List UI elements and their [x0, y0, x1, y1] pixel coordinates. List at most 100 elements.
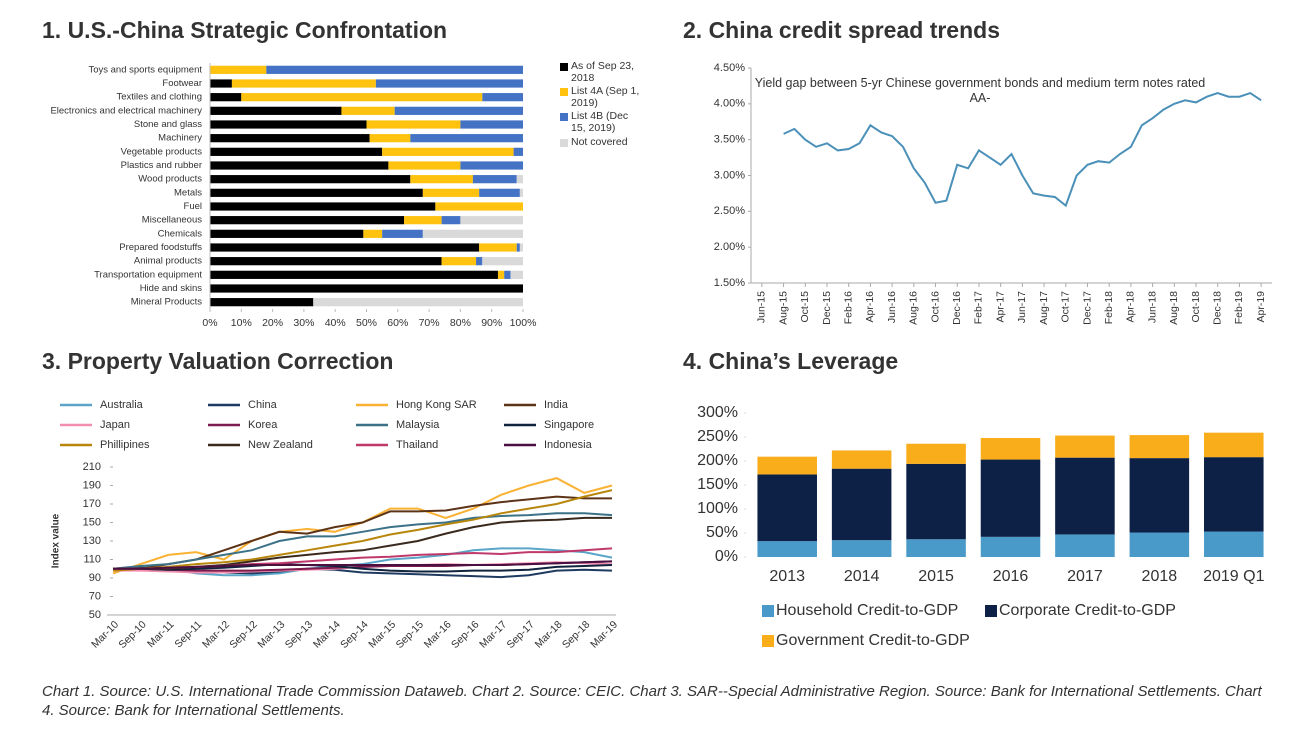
legend-label: Phillipines [100, 439, 150, 451]
y-tick-label: 130 [83, 535, 101, 547]
x-tick-label: Mar-12 [200, 618, 232, 650]
y-tick-label: 300% [697, 404, 738, 421]
bar-segment [210, 134, 370, 143]
bar-segment [210, 243, 480, 252]
annotation: Yield gap between 5-yr Chinese governmen… [754, 76, 1206, 105]
y-tick-label: 150 [83, 516, 101, 528]
bar-segment [906, 463, 966, 540]
legend-swatch [762, 635, 774, 647]
category-label: Textiles and clothing [116, 92, 202, 103]
bar-segment [410, 134, 523, 143]
legend-label: Japan [100, 419, 130, 431]
bar-segment [210, 270, 498, 279]
legend-label: Thailand [396, 439, 438, 451]
x-tick-label: 10% [231, 317, 252, 329]
x-tick-label: Dec-18 [1212, 291, 1224, 325]
y-tick-label: 50% [706, 524, 738, 541]
bar-segment [210, 284, 523, 293]
legend-swatch [560, 63, 568, 71]
bar-segment [210, 257, 442, 266]
bar-segment [366, 120, 461, 129]
caption: Chart 1. Source: U.S. International Trad… [42, 683, 1262, 719]
bar-segment [210, 65, 267, 74]
category-label: Vegetable products [121, 146, 203, 157]
bar-segment [210, 106, 342, 115]
x-tick-label: Apr-17 [994, 291, 1006, 323]
x-tick-label: Sep-12 [227, 618, 260, 651]
bar-segment [479, 243, 517, 252]
line [112, 489, 613, 572]
bar-segment [1204, 531, 1264, 557]
y-tick-label: 3.00% [714, 169, 745, 181]
x-tick-label: Dec-17 [1081, 291, 1093, 325]
x-tick-label: Sep-14 [338, 618, 371, 651]
bar-segment [504, 270, 511, 279]
x-tick-label: Mar-16 [422, 618, 454, 650]
y-tick-label: 4.00% [714, 98, 745, 110]
bar-segment [369, 134, 411, 143]
y-tick-label: 150% [697, 476, 738, 493]
x-tick-label: Oct-15 [799, 291, 811, 323]
bar-segment [394, 106, 523, 115]
x-tick-label: Mar-18 [533, 618, 565, 650]
line [112, 477, 613, 575]
bar-segment [210, 93, 242, 102]
bar-segment [831, 468, 892, 541]
x-tick-label: 2017 [1067, 568, 1103, 585]
bar-segment [382, 229, 423, 238]
legend-label: Household Credit-to-GDP [776, 602, 958, 619]
bar-segment [497, 270, 505, 279]
category-label: Toys and sports equipment [88, 64, 202, 75]
bar-segment [410, 175, 473, 184]
y-tick-label: 250% [697, 428, 738, 445]
bar-segment [980, 536, 1041, 557]
x-tick-label: Aug-18 [1168, 291, 1180, 325]
bar-segment [404, 216, 442, 225]
category-label: Mineral Products [131, 297, 203, 308]
legend-swatch [560, 88, 568, 96]
legend-label: Korea [248, 419, 278, 431]
line [112, 512, 613, 570]
category-label: Chemicals [158, 228, 203, 239]
line [113, 560, 613, 570]
bar-segment [831, 450, 892, 469]
bar-segment [1129, 532, 1190, 557]
bar-segment [757, 541, 817, 557]
legend-swatch [985, 605, 997, 617]
x-tick-label: Mar-10 [89, 618, 121, 650]
legend-label: Malaysia [396, 419, 440, 431]
x-tick-label: Aug-16 [908, 291, 920, 325]
category-label: Hide and skins [140, 283, 203, 294]
bar-segment [210, 202, 436, 211]
x-tick-label: 80% [450, 317, 471, 329]
y-tick-label: 170 [83, 498, 101, 510]
line [783, 91, 1262, 208]
bar-segment [435, 202, 523, 211]
x-tick-label: 100% [510, 317, 537, 329]
y-tick-label: 190 [83, 479, 101, 491]
y-tick-label: 2.50% [714, 205, 745, 217]
x-tick-label: Jun-18 [1146, 291, 1158, 323]
bar-segment [460, 120, 523, 129]
x-tick-label: Jun-17 [1016, 291, 1028, 323]
category-label: Prepared foodstuffs [119, 242, 202, 253]
bar-segment [375, 79, 523, 88]
legend-label: New Zealand [248, 439, 313, 451]
x-tick-label: 20% [262, 317, 283, 329]
bar-segment [1055, 457, 1115, 535]
x-tick-label: Sep-13 [283, 618, 316, 651]
category-label: Plastics and rubber [121, 160, 202, 171]
x-tick-label: Feb-19 [1233, 291, 1245, 324]
category-label: Wood products [138, 174, 202, 185]
x-tick-label: Apr-18 [1125, 291, 1137, 323]
bar-segment [266, 65, 523, 74]
x-tick-label: 2018 [1142, 568, 1178, 585]
bar-segment [482, 93, 523, 102]
y-tick-label: 70 [89, 590, 101, 602]
legend-label: Hong Kong SAR [396, 399, 477, 411]
category-label: Metals [174, 187, 202, 198]
bar-segment [382, 147, 514, 156]
y-tick-label: 4.50% [714, 62, 745, 74]
